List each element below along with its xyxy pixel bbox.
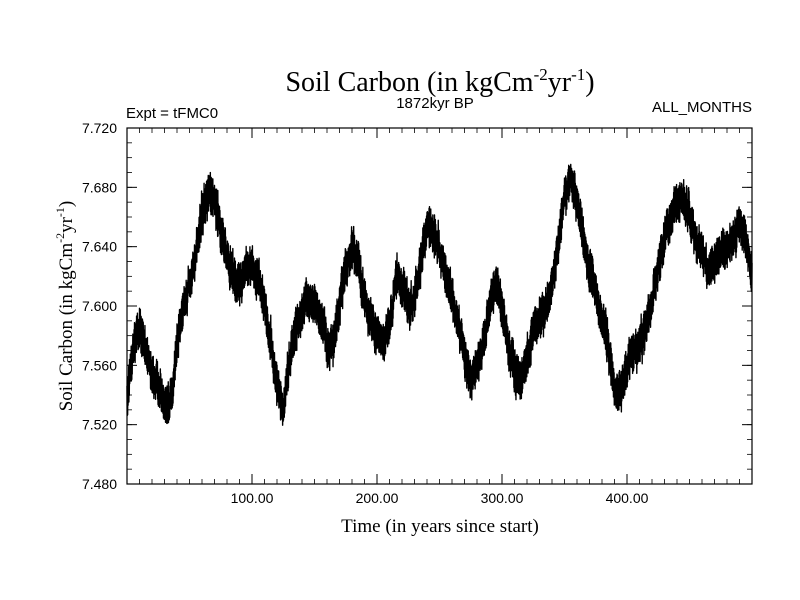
x-tick-label: 400.00: [606, 490, 649, 506]
y-tick-label: 7.680: [82, 179, 117, 195]
y-tick-label: 7.640: [82, 239, 117, 255]
period-label: 1872kyr BP: [396, 95, 474, 112]
x-axis-ticks: [139, 128, 740, 484]
x-axis-label: Time (in years since start): [341, 516, 539, 537]
months-label: ALL_MONTHS: [652, 99, 752, 116]
y-tick-label: 7.560: [82, 357, 117, 373]
x-tick-label: 200.00: [356, 490, 399, 506]
y-axis-tick-labels: 7.480 7.520 7.560 7.600 7.640 7.680 7.720: [82, 120, 117, 492]
experiment-label: Expt = tFMC0: [126, 105, 218, 122]
y-tick-label: 7.600: [82, 298, 117, 314]
plot-frame: [126, 127, 753, 485]
x-axis-tick-labels: 100.00 200.00 300.00 400.00: [231, 490, 649, 506]
y-tick-label: 7.480: [82, 476, 117, 492]
y-tick-label: 7.720: [82, 120, 117, 136]
soil-carbon-series-line: [126, 163, 753, 426]
chart-title: Soil Carbon (in kgCm-2yr-1): [285, 65, 594, 98]
y-tick-label: 7.520: [82, 417, 117, 433]
x-tick-label: 100.00: [231, 490, 274, 506]
y-axis-label: Soil Carbon (in kgCm-2yr-1): [53, 201, 77, 412]
x-tick-label: 300.00: [481, 490, 524, 506]
